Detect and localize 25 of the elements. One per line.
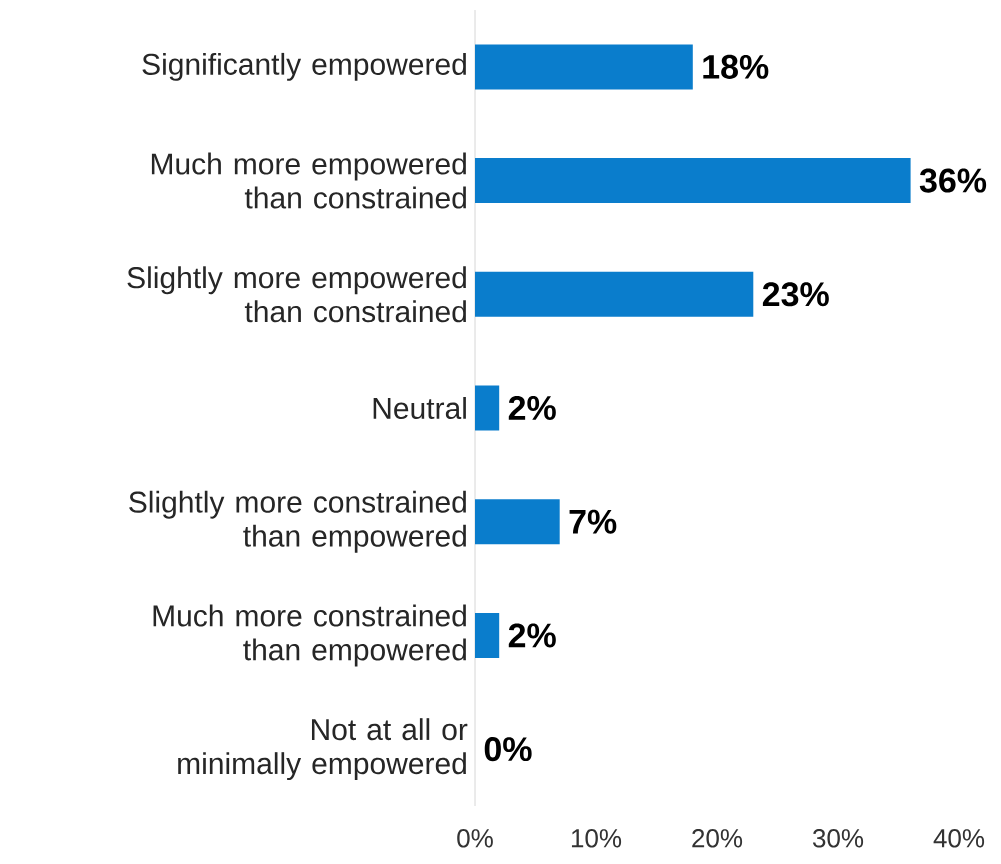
y-tick-label: Slightly more constrained than empowered	[129, 490, 466, 553]
bar	[475, 499, 560, 545]
bar	[475, 44, 693, 90]
y-tick-label: Much more constrained than empowered	[153, 604, 466, 667]
x-tick-label: 20%	[692, 829, 743, 848]
x-tick-label: 10%	[571, 829, 622, 848]
bar	[475, 158, 911, 204]
bar	[475, 385, 500, 431]
x-tick-label: 0%	[457, 829, 493, 848]
y-tick-label: Much more empowered than constrained	[151, 152, 466, 209]
bar	[475, 612, 500, 658]
data-label: 23%	[762, 282, 829, 307]
x-tick-label: 30%	[812, 829, 864, 848]
y-tick-label: Neutral	[373, 397, 466, 420]
data-label: 2%	[508, 396, 556, 421]
bar	[475, 271, 754, 317]
data-label: 2%	[508, 623, 556, 648]
y-tick-label: Significantly empowered	[142, 52, 466, 81]
y-tick-label: Not at all or minimally empowered	[178, 718, 468, 781]
data-label: 0%	[484, 737, 532, 762]
data-label: 7%	[569, 509, 617, 534]
data-label: 18%	[703, 54, 769, 79]
data-label: 36%	[919, 168, 987, 193]
x-tick-label: 40%	[933, 829, 985, 848]
y-tick-label: Slightly more empowered than constrained	[127, 266, 466, 323]
